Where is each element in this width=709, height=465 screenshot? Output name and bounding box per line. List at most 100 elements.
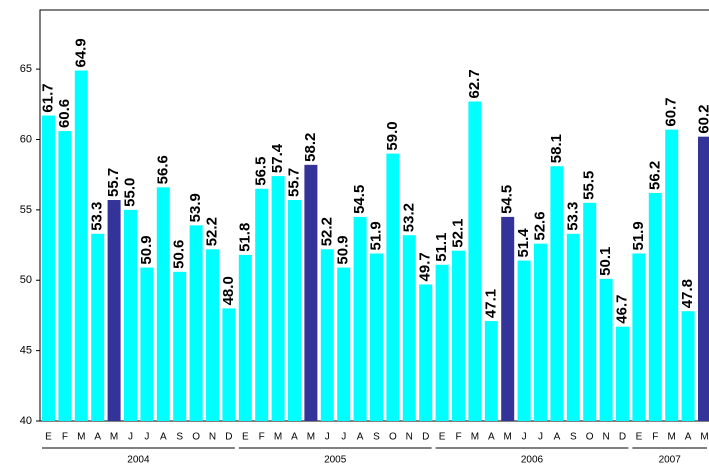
bar	[632, 253, 646, 421]
value-label: 58.2	[302, 133, 319, 162]
bar	[698, 136, 709, 421]
y-tick-label: 50	[20, 274, 32, 286]
x-tick-label: F	[455, 432, 461, 443]
bar	[173, 271, 187, 421]
value-label: 49.7	[417, 252, 434, 281]
x-tick-label: D	[619, 432, 626, 443]
x-tick-label: E	[242, 432, 249, 443]
x-tick-label: A	[488, 432, 495, 443]
x-tick-label: A	[160, 432, 167, 443]
bar	[665, 129, 679, 421]
bar	[107, 200, 121, 421]
x-tick-label: E	[439, 432, 446, 443]
bar	[419, 284, 433, 421]
value-label: 47.8	[679, 279, 696, 308]
year-label: 2007	[659, 455, 682, 465]
x-tick-label: N	[602, 432, 609, 443]
x-tick-label: M	[700, 432, 708, 443]
bar	[402, 235, 416, 421]
x-tick-label: O	[389, 432, 397, 443]
bar	[534, 243, 547, 421]
x-tick-label: S	[570, 432, 577, 443]
x-tick-label: J	[522, 432, 527, 443]
bar	[681, 311, 695, 421]
x-tick-label: A	[554, 432, 561, 443]
value-label: 62.7	[466, 69, 483, 98]
bar	[353, 216, 367, 421]
x-tick-label: F	[62, 432, 68, 443]
x-tick-label: M	[274, 432, 282, 443]
bar	[288, 200, 301, 421]
bar	[435, 264, 449, 421]
value-label: 58.1	[548, 134, 565, 163]
x-tick-label: A	[357, 432, 364, 443]
bar	[304, 164, 318, 421]
x-tick-label: S	[176, 432, 183, 443]
x-tick-label: D	[225, 432, 232, 443]
bar	[222, 308, 236, 421]
x-tick-label: A	[685, 432, 692, 443]
year-label: 2006	[521, 455, 544, 465]
x-tick-label: O	[192, 432, 200, 443]
value-label: 60.7	[663, 97, 680, 126]
value-label: 54.5	[351, 185, 368, 214]
value-label: 56.5	[253, 157, 270, 186]
bar	[42, 115, 55, 422]
x-tick-label: O	[586, 432, 594, 443]
bar	[468, 101, 482, 422]
value-label: 53.2	[400, 203, 417, 232]
bar	[599, 278, 613, 421]
x-tick-label: J	[538, 432, 543, 443]
bar	[648, 192, 662, 421]
year-label: 2004	[127, 455, 150, 465]
bar	[583, 202, 597, 421]
value-label: 50.1	[597, 247, 614, 276]
value-label: 51.9	[367, 221, 384, 250]
bar	[271, 176, 285, 421]
value-label: 51.1	[433, 233, 450, 262]
bar	[452, 250, 465, 421]
bar	[517, 260, 531, 421]
bar	[566, 233, 580, 421]
bar	[370, 253, 383, 421]
value-label: 53.3	[89, 202, 106, 231]
bar	[320, 249, 334, 421]
value-label: 46.7	[613, 294, 630, 323]
bar	[616, 326, 629, 421]
x-tick-label: M	[77, 432, 85, 443]
x-tick-label: J	[325, 432, 330, 443]
x-tick-label: E	[45, 432, 52, 443]
bar	[550, 166, 564, 421]
y-tick-label: 65	[20, 63, 32, 75]
value-label: 56.6	[154, 155, 171, 184]
x-tick-label: A	[94, 432, 101, 443]
x-tick-label: S	[373, 432, 380, 443]
bar	[206, 249, 219, 421]
x-tick-label: D	[422, 432, 429, 443]
y-tick-label: 60	[20, 133, 32, 145]
value-label: 50.9	[138, 235, 155, 264]
value-label: 51.4	[515, 228, 532, 258]
x-tick-label: M	[471, 432, 479, 443]
value-label: 47.1	[482, 289, 499, 318]
value-label: 55.7	[105, 168, 122, 197]
value-label: 48.0	[220, 276, 237, 305]
value-label: 52.1	[449, 218, 466, 247]
x-tick-label: N	[406, 432, 413, 443]
value-label: 55.7	[285, 168, 302, 197]
bar	[501, 216, 515, 421]
x-tick-label: E	[636, 432, 643, 443]
value-label: 52.2	[203, 217, 220, 246]
bar	[238, 254, 252, 421]
x-tick-label: J	[144, 432, 149, 443]
value-label: 57.4	[269, 143, 286, 173]
value-label: 52.2	[318, 217, 335, 246]
value-label: 64.9	[72, 38, 89, 67]
value-label: 54.5	[499, 185, 516, 214]
bar	[255, 188, 269, 421]
x-tick-label: N	[209, 432, 216, 443]
value-label: 53.3	[564, 202, 581, 231]
x-tick-label: M	[504, 432, 512, 443]
bar	[91, 233, 105, 421]
value-label: 51.8	[236, 223, 253, 252]
